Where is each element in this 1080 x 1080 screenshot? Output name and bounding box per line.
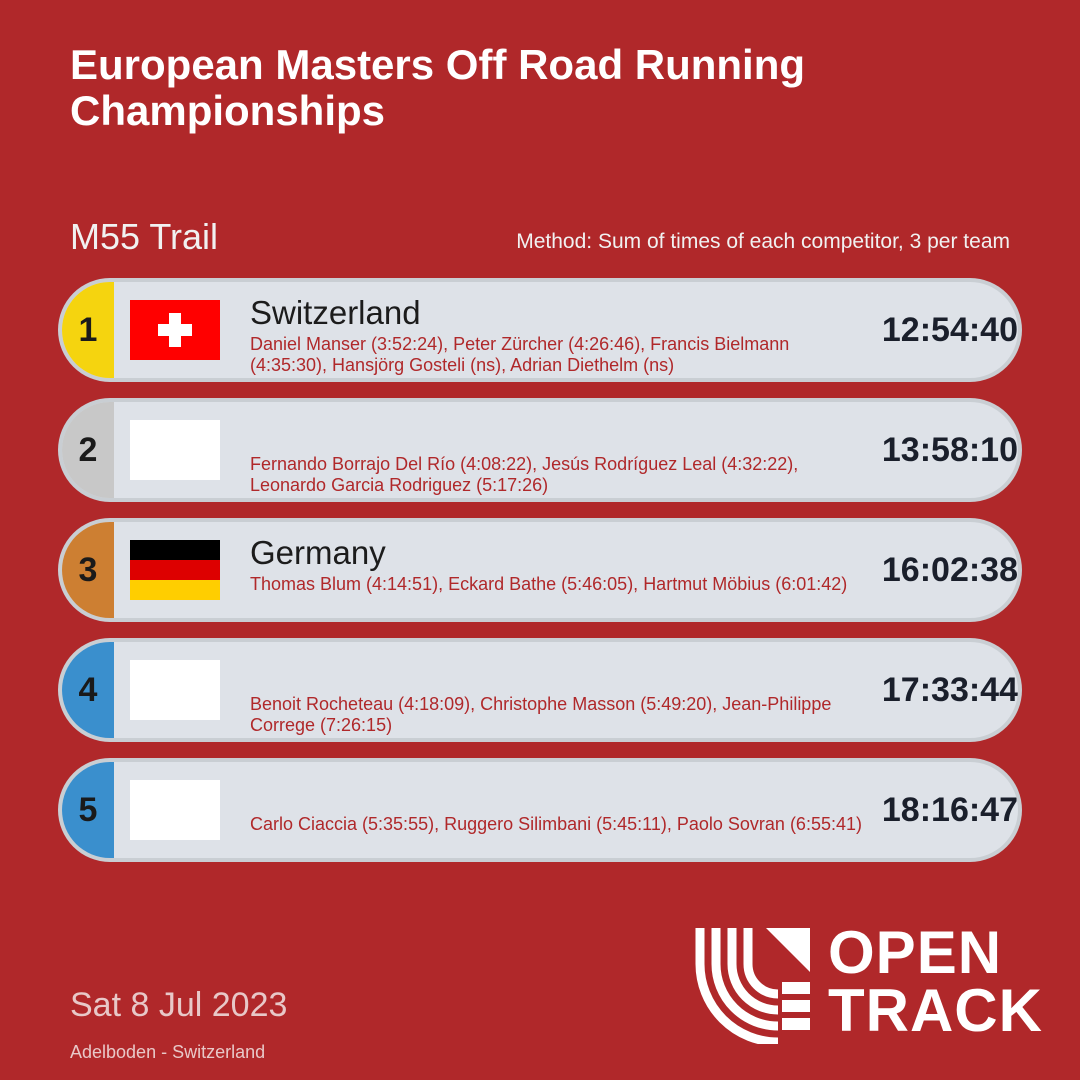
team-time: 13:58:10 [881,430,1018,469]
logo-line-open: OPEN [828,919,1003,986]
logo-line-track: TRACK [828,977,1043,1044]
team-members: Thomas Blum (4:14:51), Eckard Bathe (5:4… [250,574,848,594]
rank-badge-silver: 2 [62,402,114,498]
team-members: Daniel Manser (3:52:24), Peter Zürcher (… [250,334,790,375]
result-row-3[interactable]: 3 Germany Thomas Blum (4:14:51), Eckard … [58,518,1022,622]
team-members: Fernando Borrajo Del Río (4:08:22), Jesú… [250,454,799,495]
team-time: 17:33:44 [881,670,1018,709]
event-venue: Adelboden - Switzerland [70,1042,266,1062]
opentrack-logo: OPEN TRACK [694,919,1054,1044]
team-time: 12:54:40 [881,310,1018,349]
flag-blank-icon [130,420,220,480]
flag-blank-icon [130,660,220,720]
result-row-body: 4 Benoit Rocheteau (4:18:09), Christophe… [62,642,1018,738]
rank-badge-bronze: 3 [62,522,114,618]
flag-germany-icon [130,540,220,600]
result-row-5[interactable]: 5 Carlo Ciaccia (5:35:55), Ruggero Silim… [58,758,1022,862]
rank-badge-blue: 4 [62,642,114,738]
team-members: Benoit Rocheteau (4:18:09), Christophe M… [250,694,832,735]
event-name: M55 Trail [70,216,219,257]
result-row-body: 5 Carlo Ciaccia (5:35:55), Ruggero Silim… [62,762,1018,858]
result-row-body: 3 Germany Thomas Blum (4:14:51), Eckard … [62,522,1018,618]
result-row-body: 2 Fernando Borrajo Del Río (4:08:22), Je… [62,402,1018,498]
team-time: 16:02:38 [881,550,1018,589]
flag-switzerland-icon [130,300,220,360]
flag-blank-icon [130,780,220,840]
rank-badge-gold: 1 [62,282,114,378]
country-name: Switzerland [250,294,421,331]
opentrack-lanes-icon [695,928,810,1044]
logo-wordmark: OPEN TRACK [828,919,1043,1044]
country-name: Germany [250,534,386,571]
team-time: 18:16:47 [881,790,1018,829]
result-row-2[interactable]: 2 Fernando Borrajo Del Río (4:08:22), Je… [58,398,1022,502]
result-row-4[interactable]: 4 Benoit Rocheteau (4:18:09), Christophe… [58,638,1022,742]
page-title: European Masters Off Road Running Champi… [70,41,806,134]
rank-badge-blue: 5 [62,762,114,858]
result-row-body: 1 Switzerland Daniel Manser (3:52:24), P… [62,282,1018,378]
result-row-1[interactable]: 1 Switzerland Daniel Manser (3:52:24), P… [58,278,1022,382]
scoring-method: Method: Sum of times of each competitor,… [516,230,1010,253]
event-date: Sat 8 Jul 2023 [70,986,288,1024]
team-members: Carlo Ciaccia (5:35:55), Ruggero Silimba… [250,814,862,834]
